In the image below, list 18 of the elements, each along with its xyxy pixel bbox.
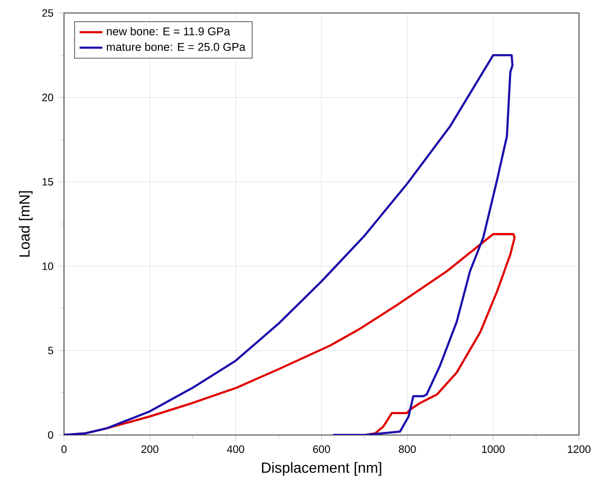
y-tick-label: 15 [42,178,54,186]
x-tick-label: 600 [313,445,330,453]
x-tick-label: 400 [227,445,244,453]
y-tick-label: 25 [42,9,54,17]
y-tick-label: 5 [48,346,54,354]
y-tick-label: 0 [48,431,54,439]
x-tick-label: 1200 [568,445,590,453]
line-series [64,54,514,435]
x-tick-label: 1000 [482,445,505,453]
legend-label: mature bone: E = 25.0 GPa [106,42,246,51]
x-axis-title: Displacement [nm] [262,462,382,476]
y-axis-title: Load [mN] [18,191,33,257]
x-tick-label: 800 [398,445,416,453]
x-tick-label: 200 [141,445,158,453]
legend-label: new bone: E = 11.9 GPa [106,27,230,36]
y-tick-label: 20 [42,94,54,102]
x-tick-label: 0 [61,445,67,453]
y-tick-label: 10 [42,262,54,270]
